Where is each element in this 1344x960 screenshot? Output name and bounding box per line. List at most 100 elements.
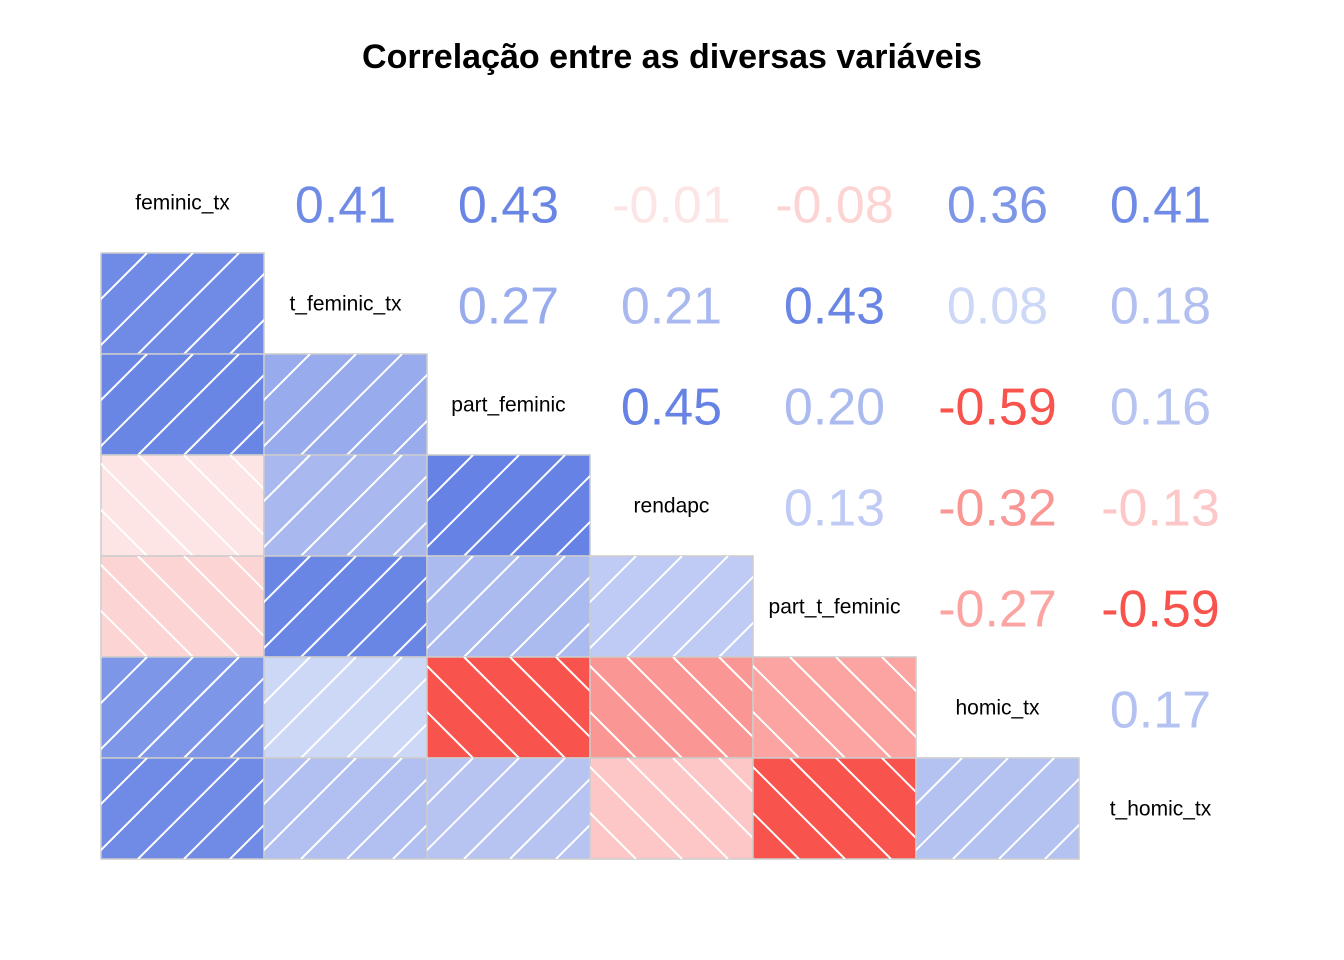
hatch-line [264,556,311,604]
hatch-line [346,777,427,859]
hatch-line [789,657,892,758]
hatch-line [590,664,683,758]
hatch-line [427,664,520,758]
hatch-lines [427,657,590,758]
hatch-line [427,758,520,852]
hatch-line [101,758,194,852]
hatch-line [881,758,916,794]
coefficient-3-4: 0.13 [784,480,885,538]
shade-rect [100,454,265,557]
hatch-line [101,655,102,657]
hatch-line [626,657,729,758]
hatch-line [101,609,148,657]
coefficient-1-6: 0.18 [1110,278,1211,336]
shade-rect [263,353,428,456]
hatch-line [183,777,264,859]
shade-cell-5-1 [263,656,428,759]
hatch-line [183,676,264,758]
hatch-line [229,722,264,758]
coefficient-2-5: -0.59 [938,379,1057,437]
hatch-line [101,253,102,255]
hatch-line [229,419,264,455]
shade-cell-6-4 [752,757,917,860]
hatch-line [229,556,264,592]
hatch-line [229,455,264,491]
hatch-line [101,462,194,556]
shade-rect [100,252,265,355]
hatch-lines [427,455,590,556]
hatch-line [427,455,474,503]
shade-cell-6-5 [915,757,1080,860]
hatch-line [509,657,590,739]
hatch-line [300,657,403,758]
hatch-line [300,354,403,455]
hatch-line [264,556,357,650]
hatch-line [101,253,194,347]
hatch-line [137,354,240,455]
shade-rect [100,757,265,860]
shade-rect [263,555,428,658]
hatch-line [392,722,427,758]
hatch-line [101,508,148,556]
shade-cell-5-4 [752,656,917,759]
hatch-line [264,455,357,549]
hatch-line [998,777,1079,859]
shade-rect [915,757,1080,860]
coefficient-5-6: 0.17 [1110,682,1211,740]
shade-rect [426,757,591,860]
shade-rect [426,656,591,759]
hatch-line [101,354,102,356]
hatch-line [101,758,102,760]
hatch-line [509,575,590,657]
hatch-line [264,758,357,852]
hatch-lines [101,455,264,556]
hatch-lines [101,657,264,758]
coefficient-0-4: -0.08 [775,177,894,235]
coefficient-2-3: 0.45 [621,379,722,437]
coefficient-1-2: 0.27 [458,278,559,336]
hatch-line [101,563,194,657]
coefficient-3-5: -0.32 [938,480,1057,538]
hatch-line [346,676,427,758]
hatch-line [427,758,474,806]
hatch-line [101,354,194,448]
hatch-line [672,657,753,739]
hatch-line [392,419,427,455]
hatch-line [101,657,148,705]
hatch-line [346,575,427,657]
hatch-line [264,455,311,503]
hatch-line [835,657,916,739]
shade-rect [100,656,265,759]
hatch-line [264,758,311,806]
hatch-line [229,318,264,354]
hatch-line [427,556,474,604]
shade-cell-4-0 [100,555,265,658]
shade-rect [589,656,754,759]
hatch-line [101,657,102,659]
coefficient-3-6: -0.13 [1101,480,1220,538]
hatch-line [264,657,311,705]
coefficient-0-1: 0.41 [295,177,396,235]
shade-cell-4-2 [426,555,591,658]
hatch-line [509,474,590,556]
hatch-line [555,520,590,556]
shade-rect [263,757,428,860]
hatch-line [881,657,916,693]
hatch-line [590,556,683,650]
hatch-lines [753,758,916,859]
hatch-line [300,556,403,657]
hatch-line [718,758,753,794]
shade-cell-6-0 [100,757,265,860]
coefficient-0-3: -0.01 [612,177,731,235]
coefficient-4-6: -0.59 [1101,581,1220,639]
hatch-lines [101,556,264,657]
hatch-line [101,354,148,402]
shade-cell-5-3 [589,656,754,759]
hatch-line [718,621,753,657]
coefficient-4-5: -0.27 [938,581,1057,639]
coefficient-1-4: 0.43 [784,278,885,336]
hatch-line [427,455,520,549]
hatch-line [590,556,637,604]
hatch-line [1044,823,1079,859]
hatch-line [509,777,590,859]
